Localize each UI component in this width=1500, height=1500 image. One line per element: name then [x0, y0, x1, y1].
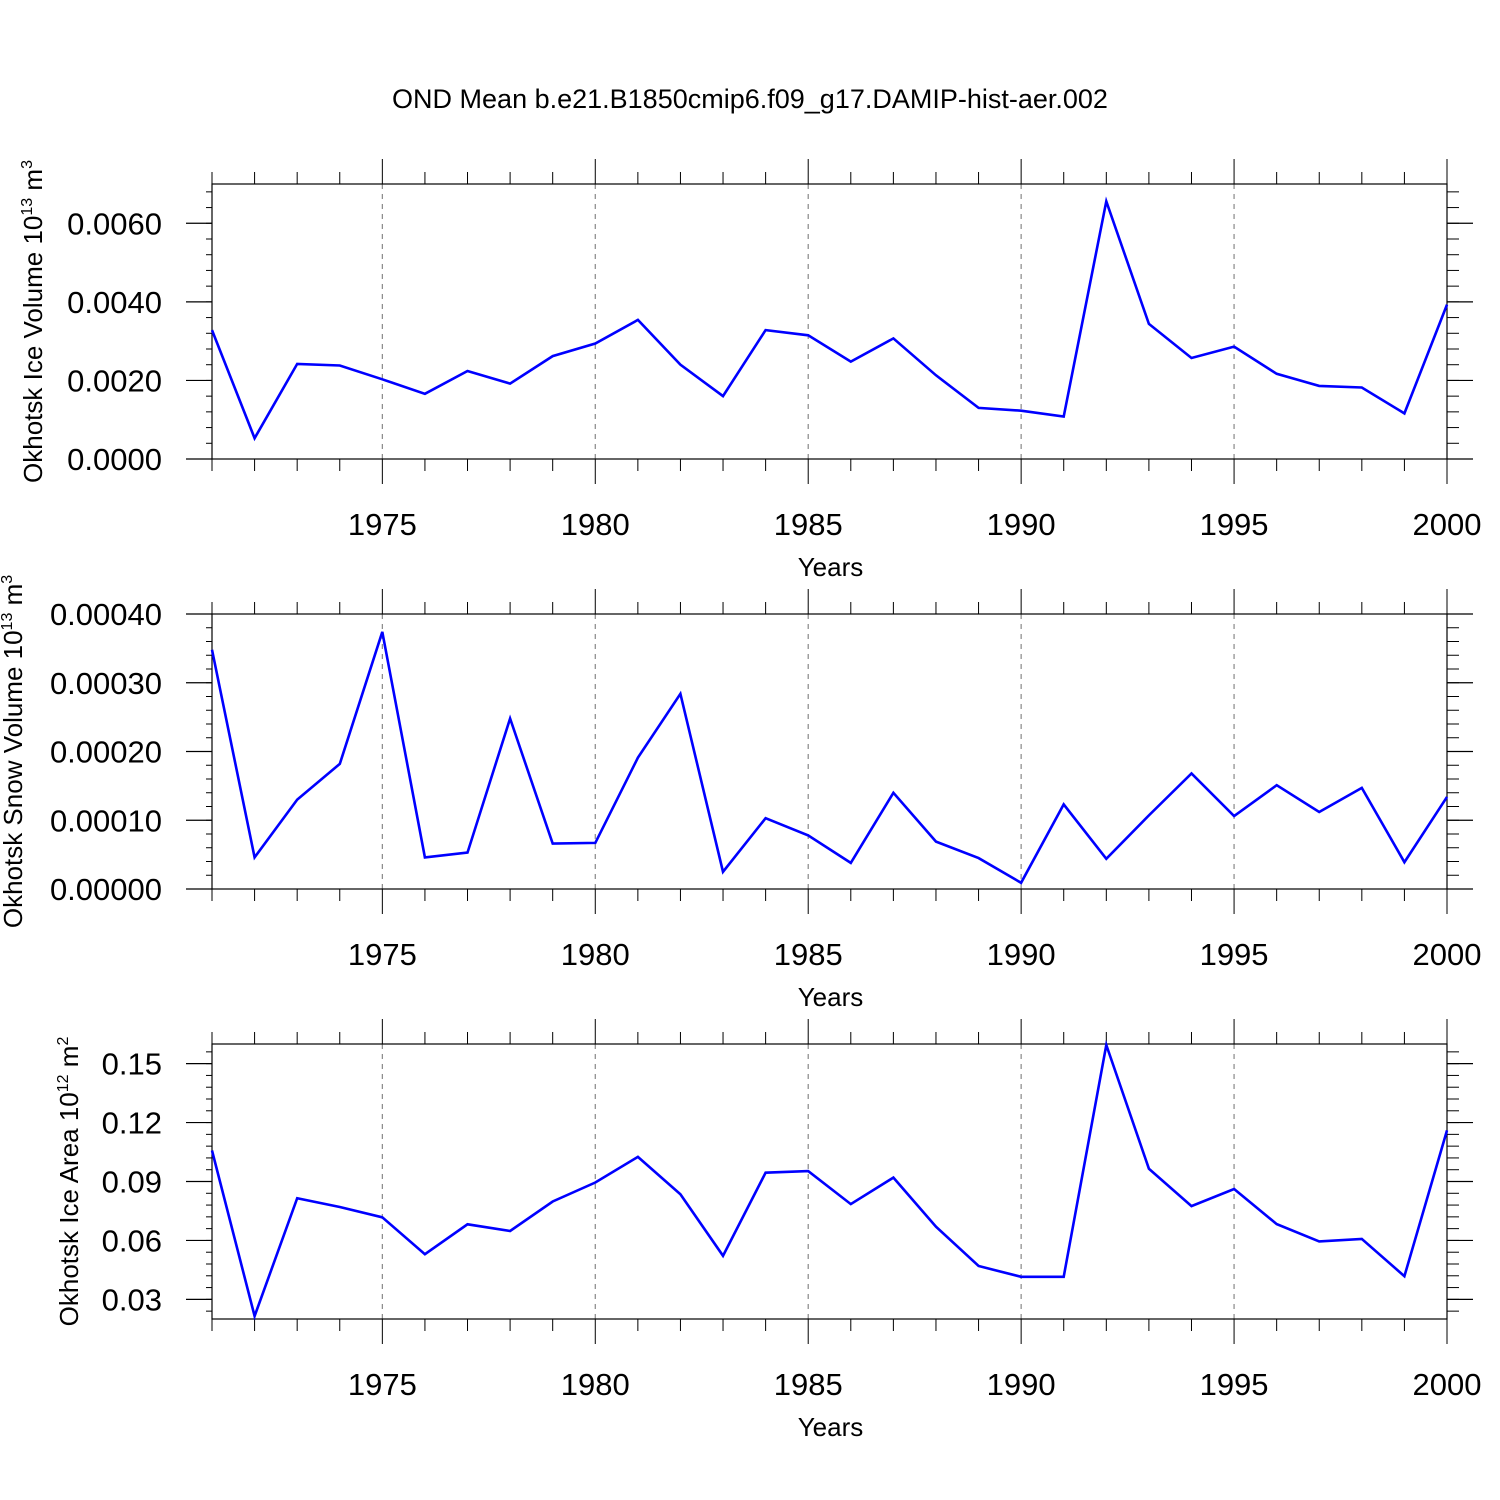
series-line	[210, 631, 1449, 885]
x-tick-label: 1990	[987, 1367, 1056, 1402]
x-tick-label: 1980	[561, 1367, 630, 1402]
x-tick-label: 1985	[774, 937, 843, 972]
x-tick-label: 1985	[774, 507, 843, 542]
panel-3: 1975 1980 1985 1990 1995 2000 Years 0.03 0.06 0.0…	[54, 1019, 1481, 1442]
x-tick-label: 1985	[774, 1367, 843, 1402]
y-tick-label: 0.0000	[67, 442, 162, 477]
x-tick-label: 1990	[987, 507, 1056, 542]
x-tick-label: 1995	[1200, 937, 1269, 972]
x-axis-label: Years	[798, 552, 864, 582]
y-tick-label: 0.0020	[67, 363, 162, 398]
y-tick-label: 0.00030	[50, 666, 162, 701]
y-tick-label: 0.09	[102, 1165, 162, 1200]
x-tick-label: 1980	[561, 507, 630, 542]
panels: 1975 1980 1985 1990 1995 2000 Years 0.0000 0.002…	[0, 159, 1481, 1442]
y-tick-label: 0.00020	[50, 735, 162, 770]
x-tick-label: 1980	[561, 937, 630, 972]
x-tick-label: 1975	[348, 937, 417, 972]
x-tick-label: 2000	[1413, 507, 1482, 542]
y-tick-label: 0.0060	[67, 206, 162, 241]
series-line	[210, 196, 1449, 442]
y-tick-label: 0.06	[102, 1223, 162, 1258]
x-axis-label: Years	[798, 982, 864, 1012]
panel-2: 1975 1980 1985 1990 1995 2000 Years 0.00000 0.00…	[0, 575, 1481, 1012]
y-axis-label: Okhotsk Ice Area 1012 m2	[54, 1037, 84, 1327]
y-tick-label: 0.03	[102, 1282, 162, 1317]
x-tick-label: 1975	[348, 1367, 417, 1402]
panel-1: 1975 1980 1985 1990 1995 2000 Years 0.0000 0.002…	[18, 159, 1481, 582]
x-tick-label: 2000	[1413, 1367, 1482, 1402]
series-line	[210, 1039, 1449, 1321]
y-tick-label: 0.12	[102, 1106, 162, 1141]
y-tick-label: 0.00000	[50, 872, 162, 907]
y-axis-label: Okhotsk Ice Volume 1013 m3	[18, 160, 48, 483]
y-tick-label: 0.00040	[50, 597, 162, 632]
y-axis-label: Okhotsk Snow Volume 1013 m3	[0, 575, 28, 928]
plot-frame	[211, 1043, 1448, 1320]
plot-frame	[211, 613, 1448, 890]
y-tick-label: 0.00010	[50, 803, 162, 838]
y-tick-label: 0.15	[102, 1047, 162, 1082]
x-tick-label: 2000	[1413, 937, 1482, 972]
x-tick-label: 1995	[1200, 507, 1269, 542]
x-axis-label: Years	[798, 1412, 864, 1442]
figure-title: OND Mean b.e21.B1850cmip6.f09_g17.DAMIP-…	[392, 84, 1108, 114]
x-tick-label: 1990	[987, 937, 1056, 972]
plot-frame	[211, 183, 1448, 460]
x-tick-label: 1995	[1200, 1367, 1269, 1402]
y-tick-label: 0.0040	[67, 285, 162, 320]
x-tick-label: 1975	[348, 507, 417, 542]
